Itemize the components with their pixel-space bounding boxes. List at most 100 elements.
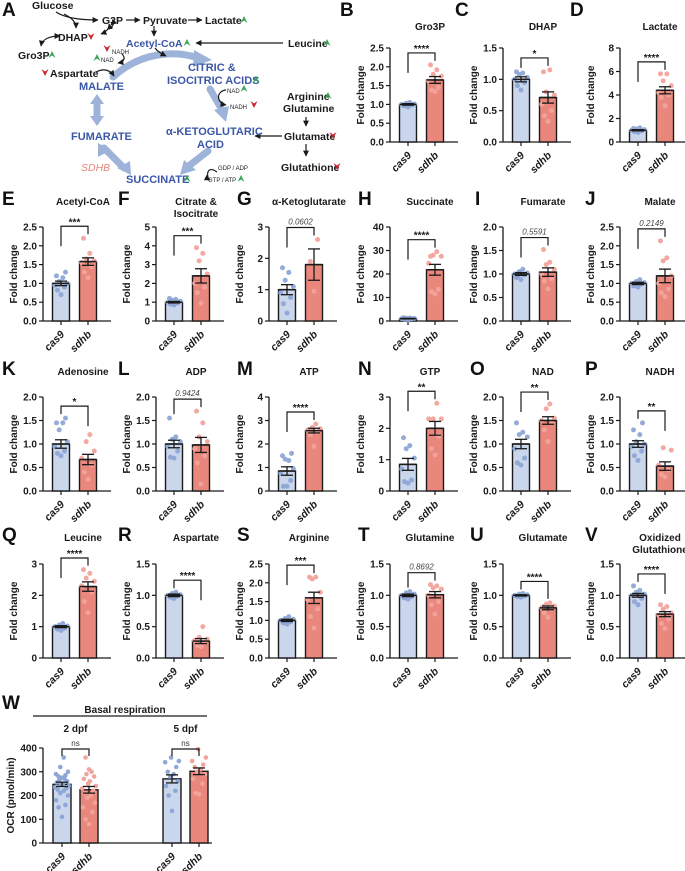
panel-label-i: I — [475, 189, 480, 210]
node-gro3p: Gro3P — [18, 50, 50, 62]
data-point-sdhb — [194, 460, 200, 466]
y-tick-label: 1.5 — [483, 560, 497, 571]
down-arrow-icon-dhap — [87, 33, 95, 40]
data-point-cas9 — [514, 460, 520, 466]
y-tick-label: 0.5 — [600, 298, 614, 309]
y-tick-label: 2 — [144, 279, 150, 290]
y-tick-label: 0.5 — [23, 298, 37, 309]
y-axis-label: Fold change — [9, 414, 20, 473]
chart-title: Isocitrate — [174, 209, 219, 220]
y-tick-label: 0.5 — [23, 463, 37, 474]
data-point-sdhb — [547, 600, 553, 606]
y-tick-label: 200 — [20, 791, 37, 802]
data-point-cas9 — [280, 483, 286, 489]
pathway-black-arrows — [38, 11, 309, 181]
y-tick-label: 0.5 — [370, 622, 384, 633]
y-tick-label: 0 — [31, 839, 37, 850]
x-tick-label-sdhb: sdhb — [528, 498, 555, 525]
y-tick-label: 1.0 — [600, 279, 614, 290]
significance-stars: **** — [527, 572, 543, 583]
data-point-sdhb — [426, 416, 432, 422]
x-tick-label-sdhb: sdhb — [528, 149, 555, 176]
x-tick-label-cas9: cas9 — [502, 499, 527, 524]
data-point-sdhb — [84, 771, 89, 777]
y-tick-label: 2.0 — [136, 393, 150, 404]
data-point-sdhb — [315, 606, 321, 612]
node-acetyl-coa: Acetyl-CoA — [126, 38, 183, 50]
y-tick-label: 2.0 — [370, 62, 384, 73]
data-point-cas9 — [518, 87, 524, 93]
y-tick-label: 2.0 — [600, 393, 614, 404]
y-tick-label: 2 — [31, 591, 37, 602]
data-point-cas9 — [63, 802, 68, 808]
bar-sdhb — [78, 585, 98, 659]
significance-bracket — [60, 405, 89, 427]
up-arrow-icon-succinate — [183, 175, 191, 182]
chart-title: Glutamine — [406, 533, 455, 544]
data-point-cas9 — [289, 450, 294, 456]
data-point-cas9 — [518, 277, 524, 283]
x-tick-label-sdhb: sdhb — [415, 665, 442, 692]
data-point-cas9 — [409, 477, 415, 483]
y-tick-label: 1 — [144, 298, 150, 309]
bar-sdhb — [655, 613, 675, 659]
y-tick-label: 10 — [373, 293, 385, 304]
x-tick-label-sdhb: sdhb — [528, 665, 555, 692]
data-point-cas9 — [66, 783, 72, 789]
y-tick-label: 1 — [257, 285, 263, 296]
panel-label-h: H — [358, 189, 372, 210]
data-point-cas9 — [173, 434, 179, 440]
data-point-sdhb — [658, 71, 663, 77]
data-point-cas9 — [524, 434, 530, 440]
y-tick-label: 0.5 — [600, 622, 614, 633]
up-arrow-icon-acetyl-coa — [183, 39, 191, 46]
node-dhap: DHAP — [58, 32, 88, 44]
y-axis-label: Fold change — [9, 244, 20, 303]
y-axis-label: Fold change — [586, 414, 597, 473]
data-point-sdhb — [190, 776, 196, 782]
y-tick-label: 0.0 — [600, 654, 614, 665]
x-tick-label-sdhb: sdhb — [69, 850, 96, 871]
data-point-sdhb — [428, 582, 433, 588]
significance-bracket — [286, 564, 315, 586]
data-point-cas9 — [173, 764, 179, 770]
x-tick-label-cas9: cas9 — [155, 666, 180, 691]
data-point-cas9 — [284, 483, 290, 489]
chart-title: Aspartate — [173, 533, 220, 544]
data-point-sdhb — [662, 294, 668, 300]
x-tick-label-sdhb: sdhb — [68, 328, 95, 355]
panel-label-l: L — [118, 359, 130, 380]
x-tick-label-sdhb: sdhb — [179, 850, 206, 871]
y-tick-label: 5 — [144, 223, 150, 234]
data-point-sdhb — [549, 108, 555, 114]
chart-panel-m: M ATP 0 1 2 3 4 cas9 sdhb Fold change **** — [235, 359, 337, 525]
bar-cas9 — [398, 103, 418, 143]
y-tick-label: 1.5 — [136, 560, 150, 571]
y-tick-label: 1 — [31, 622, 37, 633]
data-point-cas9 — [518, 462, 524, 468]
data-point-cas9 — [63, 415, 68, 421]
significance-bracket — [173, 579, 202, 601]
data-point-sdhb — [658, 238, 663, 244]
significance-stars: *** — [182, 227, 194, 238]
bar-cas9 — [164, 594, 184, 659]
down-arrow-icon-glutamate — [329, 132, 337, 139]
y-axis-label: Fold change — [122, 244, 133, 303]
pathway-diagram: A — [2, 0, 341, 186]
node-glutathione: Glutathione — [281, 162, 339, 174]
data-point-sdhb — [88, 793, 94, 798]
y-axis-label: Fold change — [469, 244, 480, 303]
data-point-sdhb — [317, 589, 323, 595]
x-tick-label-cas9: cas9 — [42, 329, 67, 354]
data-point-sdhb — [307, 574, 312, 580]
x-tick-label-cas9: cas9 — [268, 329, 293, 354]
data-point-cas9 — [514, 420, 519, 426]
chart-panel-h: H Succinate 0 10 20 30 40 cas9 sdhb Fold change **… — [356, 189, 458, 355]
data-point-sdhb — [660, 258, 666, 264]
x-tick-label-sdhb: sdhb — [415, 328, 442, 355]
chart-title: ADP — [185, 367, 206, 378]
data-point-sdhb — [547, 259, 553, 265]
chart-title: NAD — [532, 367, 554, 378]
